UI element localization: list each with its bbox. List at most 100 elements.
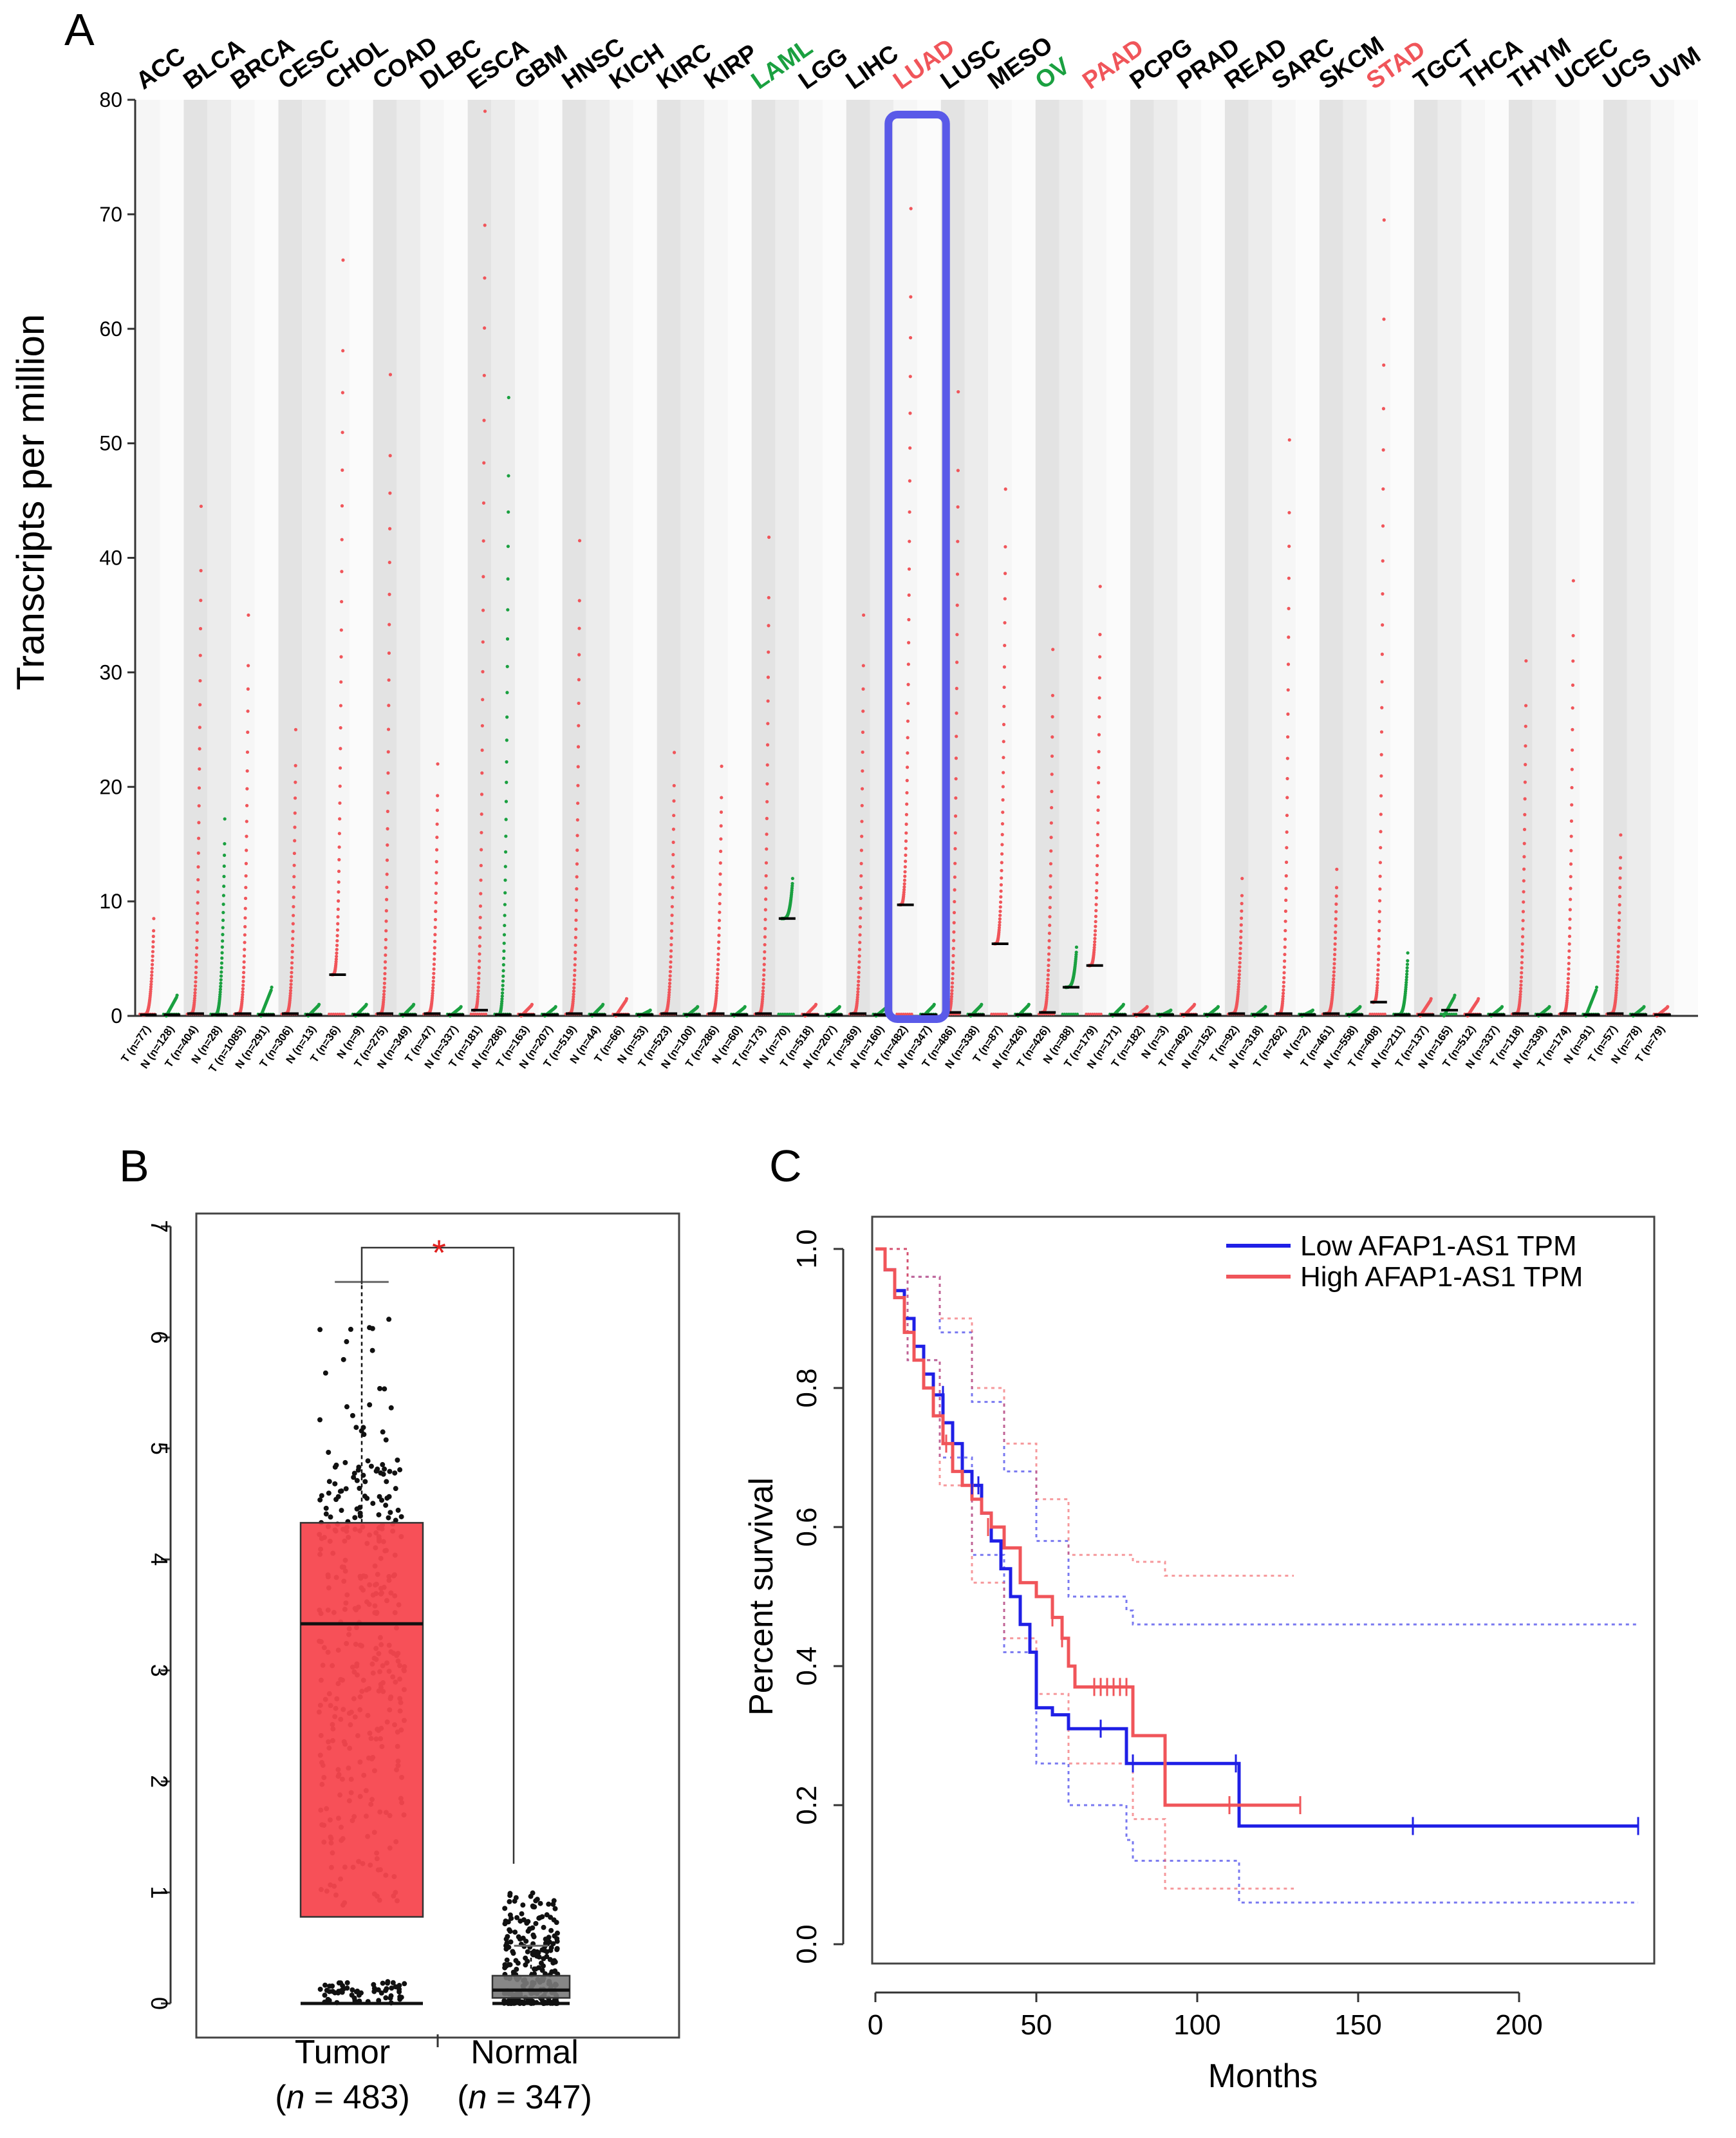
point-laml-tumor [767,650,770,654]
point-meso-tumor [1000,852,1004,856]
point-luad-tumor [904,853,908,857]
point-ucec-tumor [1569,862,1573,866]
point-esca-tumor [480,748,484,752]
point-ov-tumor [1050,805,1054,810]
point-luad-tumor-base [897,1013,901,1016]
point-luad-tumor [903,865,907,869]
b-point-tumor [358,1990,364,1996]
point-chol-tumor [336,915,340,919]
point-laml-tumor [764,861,769,865]
point-read-tumor [1238,946,1242,950]
point-stad-tumor [1381,559,1385,563]
point-esca-tumor [476,989,480,993]
point-meso-tumor-base [996,1013,1000,1016]
point-blca-tumor [192,997,197,1000]
point-blca-normal [222,864,226,868]
y-tick-label: 80 [99,88,122,111]
point-hnsc-tumor [577,599,581,603]
point-coad-tumor [387,592,391,596]
b-point-normal [512,1929,518,1935]
b-point-tumor [341,1356,346,1362]
b-point-tumor [344,1404,350,1410]
b-point-tumor [397,1994,403,2000]
point-blca-normal [219,970,223,974]
point-lihc-tumor [857,975,861,979]
b-point-tumor [352,1515,358,1521]
point-laml-tumor [764,886,768,890]
point-stad-tumor-base [1381,1013,1385,1016]
point-ov-tumor [1050,789,1054,793]
point-ucec-tumor [1569,886,1573,890]
point-esca-tumor [480,724,484,727]
point-esca-normal [501,969,505,973]
point-thym-tumor [1521,927,1525,931]
point-brca-tumor [243,948,247,952]
point-ov-tumor [1050,754,1054,758]
b-point-normal [550,1941,556,1947]
point-lusc-tumor [950,992,954,996]
point-dlbc-tumor [431,982,435,987]
point-skcm-tumor [1332,970,1336,974]
point-thym-tumor [1519,986,1523,991]
point-kirc-tumor [671,865,675,868]
stripe-paad-normal [1106,100,1130,1016]
point-blca-normal [223,842,227,846]
point-thym-tumor [1524,744,1527,748]
stripe-stad-normal [1390,100,1414,1016]
point-kirc-tumor [667,993,671,997]
point-meso-tumor [1000,876,1003,880]
b-point-normal [507,1912,513,1918]
point-ucs-tumor [1618,866,1622,870]
point-sarc-tumor [1287,606,1291,610]
point-cesc-tumor [293,811,297,815]
point-kirc-tumor [669,955,673,959]
point-thym-tumor [1524,724,1527,728]
point-ucs-tumor [1618,856,1623,859]
point-tgct-normal-base [1446,1013,1449,1016]
point-stad-tumor [1377,928,1381,933]
point-ov-tumor [1047,939,1051,942]
point-dlbc-tumor [435,809,440,812]
point-brca-tumor [246,709,250,713]
point-ucec-tumor [1565,991,1569,995]
point-hnsc-tumor [574,898,579,902]
point-sarc-tumor [1286,735,1290,739]
point-kirc-tumor [670,905,674,908]
point-meso-tumor-base [1003,1013,1006,1016]
point-ucs-tumor [1615,983,1619,987]
point-dlbc-tumor [433,952,436,955]
stripe-kirc-normal [680,100,705,1016]
point-skcm-tumor [1334,902,1338,906]
point-dlbc-tumor [433,946,436,950]
luad-highlight-box [884,111,950,1023]
point-lihc-tumor [862,613,866,617]
b-point-tumor [376,1998,382,2003]
point-chol-tumor-base [333,1013,337,1016]
point-ucs-tumor [1616,944,1620,948]
point-acc-tumor [150,973,154,977]
point-esca-tumor [482,418,486,422]
b-point-tumor [383,1987,389,1993]
point-blca-tumor [196,851,200,855]
point-luad-tumor [906,662,910,666]
point-kirp-tumor [719,849,723,853]
point-lihc-tumor [861,709,865,713]
point-brca-tumor [247,664,250,668]
point-chol-tumor [334,960,338,964]
b-sig-star: * [432,1232,446,1273]
point-blca-tumor [198,626,203,631]
b-point-normal [552,1906,558,1911]
b-point-tumor [376,1512,382,1517]
stripe-ucec-tumor [1556,100,1580,1016]
point-luad-normal [932,1002,936,1006]
point-blca-normal [222,874,226,879]
point-ov-tumor [1048,923,1052,927]
point-thym-tumor [1520,942,1524,946]
b-point-normal [532,1966,537,1972]
point-coad-tumor [382,989,386,993]
point-luad-tumor [906,751,910,755]
point-blca-normal [219,966,223,970]
point-esca-normal [506,545,510,549]
point-tgct-normal-base [1450,1013,1453,1016]
b-point-tumor [383,1503,389,1508]
